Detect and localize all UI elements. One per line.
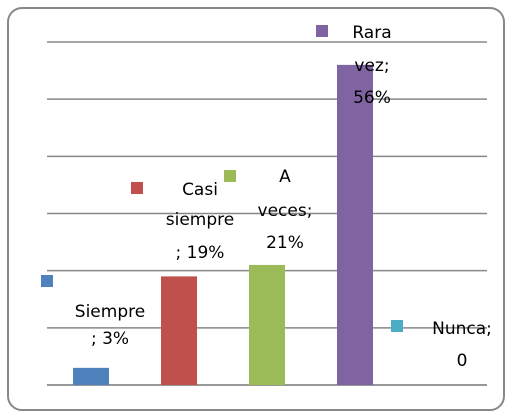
bar	[73, 367, 109, 385]
data-label: siempre	[166, 210, 234, 230]
data-label: A	[279, 167, 291, 187]
legend-key	[131, 182, 143, 194]
data-label: Siempre	[75, 302, 145, 322]
data-label: 0	[457, 351, 468, 371]
data-label: ; 3%	[91, 329, 129, 349]
data-label: veces;	[258, 201, 313, 221]
data-label: ; 19%	[176, 243, 225, 263]
data-label: vez;	[354, 56, 389, 76]
chart-border	[7, 7, 505, 411]
legend-key	[316, 25, 328, 37]
data-label: Rara	[352, 23, 391, 43]
bar	[161, 276, 197, 385]
legend-key	[41, 275, 53, 287]
legend-key	[224, 170, 236, 182]
data-label: Casi	[182, 180, 218, 200]
bar	[337, 64, 373, 385]
legend-key	[391, 320, 403, 332]
data-label: Nunca;	[432, 319, 492, 339]
bar	[249, 264, 285, 385]
data-label: 56%	[353, 88, 391, 108]
data-label: 21%	[266, 233, 304, 253]
